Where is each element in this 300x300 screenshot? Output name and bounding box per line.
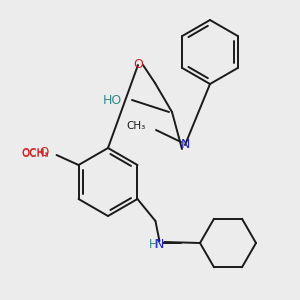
Text: OCH₃: OCH₃ [21, 148, 49, 158]
Text: N: N [155, 238, 164, 250]
Text: N: N [180, 139, 190, 152]
Text: CH₃: CH₃ [127, 121, 146, 131]
Text: methoxy: methoxy [46, 142, 107, 156]
Text: O: O [133, 58, 143, 71]
Text: OCH₃: OCH₃ [21, 149, 49, 159]
Text: H: H [149, 238, 158, 251]
Text: HO: HO [103, 94, 122, 106]
Text: O: O [39, 146, 49, 160]
